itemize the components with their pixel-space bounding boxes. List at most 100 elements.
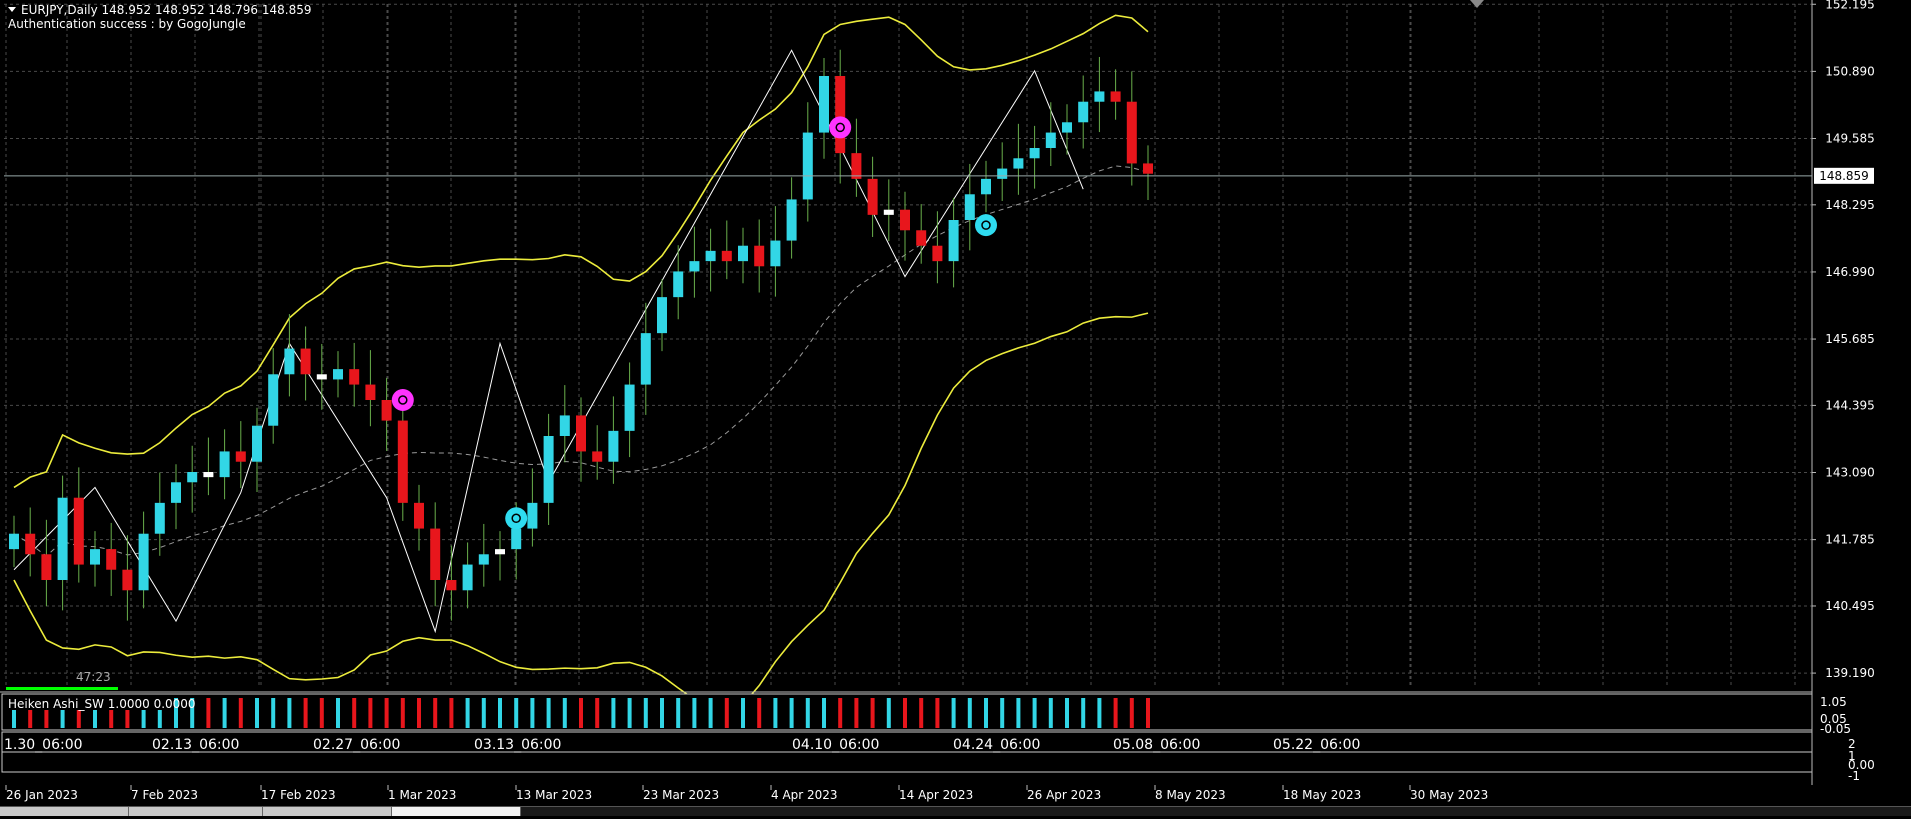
heiken-ashi-bar <box>93 698 97 728</box>
heiken-ashi-bar <box>1097 698 1102 728</box>
heiken-ashi-bar <box>44 698 49 728</box>
candle-body <box>171 482 181 503</box>
heiken-ashi-bar <box>190 698 195 728</box>
candle-body <box>527 502 538 529</box>
heiken-ashi-bar <box>76 698 81 728</box>
price-axis: 152.195 150.890 149.585 148.295 146.990 145.6… <box>0 0 1875 785</box>
heiken-ashi-bar <box>903 698 907 728</box>
second-indicator-axis-label: 1 <box>1848 749 1856 763</box>
date-label: 17 Feb 2023 <box>261 788 336 802</box>
indicator-time-label: 04.10_06:00 <box>792 737 879 753</box>
candle-body <box>543 436 554 503</box>
price-tick-label: 141.785 <box>1825 533 1875 547</box>
date-label: 14 Apr 2023 <box>899 788 973 802</box>
chart-tab-4[interactable] <box>392 807 521 816</box>
date-label: 4 Apr 2023 <box>771 788 838 802</box>
candle-body <box>511 528 522 550</box>
heiken-ashi-bar <box>741 698 745 728</box>
heiken-ashi-bar <box>1146 698 1150 728</box>
chart-header: EURJPY,Daily 148.952 148.952 148.796 148… <box>8 0 1484 31</box>
candle-body <box>284 348 295 375</box>
date-label: 23 Mar 2023 <box>643 788 719 802</box>
date-label: 8 May 2023 <box>1155 788 1226 802</box>
heiken-ashi-label-bg <box>4 696 164 710</box>
price-tick-label: 150.890 <box>1825 64 1875 78</box>
heiken-ashi-bar <box>886 698 891 728</box>
heiken-ashi-bar <box>984 698 988 728</box>
candle-body <box>122 569 133 591</box>
heiken-ashi-bar <box>1016 698 1021 728</box>
chart-tab-3[interactable] <box>263 807 392 816</box>
indicator-time-label: 02.27_06:00 <box>313 737 400 753</box>
shift-marker-icon[interactable] <box>1470 0 1484 8</box>
candle-body <box>576 415 586 452</box>
chart-tab-1[interactable] <box>0 807 129 816</box>
candle-body <box>786 199 797 241</box>
candle-body <box>964 194 975 220</box>
candle-body <box>73 497 84 565</box>
candle-body <box>397 420 408 503</box>
heiken-ashi-bar <box>870 698 875 728</box>
candle-body <box>300 348 311 375</box>
heiken-ashi-axis-label: -0.05 <box>1820 722 1851 736</box>
auth-line: Authentication success : by GogoJungle <box>8 17 246 31</box>
heiken-ashi-bar <box>449 698 454 728</box>
dropdown-triangle-icon[interactable] <box>8 7 16 12</box>
heiken-ashi-bar <box>951 698 956 728</box>
timer-text: 47:23 <box>76 670 111 684</box>
chart-tab-2[interactable] <box>129 807 263 816</box>
heiken-ashi-bar <box>384 698 389 728</box>
heiken-ashi-bar <box>757 698 762 728</box>
price-tick-label: 145.685 <box>1825 332 1875 346</box>
heiken-ashi-label: Heiken Ashi_SW 1.0000 0.0000 <box>8 697 196 711</box>
price-tick-label: 140.495 <box>1825 599 1875 613</box>
date-label: 26 Apr 2023 <box>1027 788 1101 802</box>
heiken-ashi-bar <box>1065 698 1069 728</box>
candle-body <box>932 245 943 262</box>
signal-circle <box>975 214 997 237</box>
candle-body <box>478 554 489 565</box>
zigzag-line <box>13 49 1084 634</box>
candle-body <box>835 76 846 154</box>
candle-body <box>867 178 878 215</box>
heiken-ashi-axis-label: 0.05 <box>1820 712 1847 726</box>
signal-core <box>981 220 991 230</box>
heiken-ashi-bar <box>822 698 826 728</box>
buy-signal-icon <box>975 214 997 237</box>
second-indicator-axis-label: 0.00 <box>1848 758 1875 772</box>
symbol-line: EURJPY,Daily 148.952 148.952 148.796 148… <box>21 3 311 17</box>
candle-body <box>640 333 651 385</box>
candle-body <box>900 209 910 231</box>
candle-body <box>673 271 684 298</box>
candle-body <box>349 369 360 385</box>
candle-body <box>138 533 149 591</box>
signal-circle <box>391 389 414 411</box>
signal-core <box>835 122 845 133</box>
indicator-time-label: 03.13_06:00 <box>474 737 561 753</box>
heiken-ashi-bar <box>125 698 130 728</box>
date-label: 18 May 2023 <box>1283 788 1361 802</box>
candle-body <box>981 178 991 195</box>
signal-circle <box>505 507 528 530</box>
heiken-ashi-bar <box>579 698 583 728</box>
heiken-ashi-bar <box>805 698 810 728</box>
price-tick-label: 139.190 <box>1825 666 1875 680</box>
date-label: 7 Feb 2023 <box>131 788 198 802</box>
candle-body <box>738 245 748 262</box>
candle-body <box>1029 148 1040 159</box>
candle-body <box>592 451 603 462</box>
candle-body <box>1094 91 1105 102</box>
candle-body <box>268 374 279 426</box>
price-tick-label: 146.990 <box>1825 265 1875 279</box>
date-label: 30 May 2023 <box>1410 788 1488 802</box>
price-tick-label: 149.585 <box>1825 131 1875 145</box>
indicator-time-label: 05.22_06:00 <box>1273 737 1360 753</box>
candle-body <box>559 415 570 436</box>
sell-signal-icon <box>829 116 852 139</box>
heiken-ashi-bar <box>465 698 470 728</box>
heiken-ashi-bar <box>28 698 33 728</box>
sell-signal-icon <box>391 389 414 411</box>
heiken-ashi-bar <box>611 698 616 728</box>
